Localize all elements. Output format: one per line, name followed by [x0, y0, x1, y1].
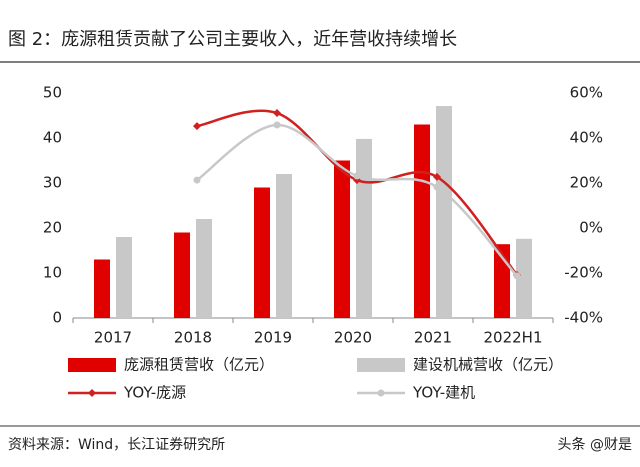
bar	[334, 160, 350, 318]
y2-tick-label: -40%	[564, 309, 603, 327]
y2-tick-label: 0%	[579, 219, 603, 237]
y2-tick-label: 20%	[570, 174, 603, 192]
y-tick-label: 20	[43, 219, 62, 237]
x-tick-label: 2022H1	[484, 329, 543, 347]
legend-label: YOY-建机	[412, 384, 475, 402]
y-tick-label: 0	[52, 309, 62, 327]
source: 资料来源：Wind，长江证券研究所	[8, 437, 225, 453]
legend-marker	[88, 389, 96, 397]
y-tick-label: 40	[43, 129, 62, 147]
marker	[193, 122, 201, 131]
marker	[433, 183, 441, 191]
bar	[276, 174, 292, 318]
x-tick-label: 2018	[174, 329, 212, 347]
bar	[516, 238, 532, 318]
marker	[433, 172, 441, 181]
y2-tick-label: 40%	[570, 129, 603, 147]
legend-label: YOY-庞源	[123, 384, 186, 402]
x-tick-label: 2020	[334, 329, 372, 347]
y2-tick-label: 60%	[570, 84, 603, 102]
legend-marker	[377, 389, 385, 397]
legend-label: 建设机械营收（亿元）	[413, 356, 563, 374]
bar	[116, 237, 132, 318]
bar	[436, 106, 452, 318]
x-tick-label: 2017	[94, 329, 132, 347]
legend-swatch	[357, 358, 405, 372]
chart-title: 图 2：庞源租赁贡献了公司主要收入，近年营收持续增长	[8, 29, 457, 50]
x-tick-label: 2019	[254, 329, 292, 347]
legend-label: 庞源租赁营收（亿元）	[124, 356, 274, 374]
marker	[513, 272, 521, 280]
marker	[353, 172, 361, 180]
bar	[174, 232, 190, 318]
y-tick-label: 30	[43, 174, 62, 192]
legend-swatch	[68, 358, 116, 372]
bar	[356, 138, 372, 318]
marker	[193, 176, 201, 184]
bar	[196, 219, 212, 318]
watermark: 头条 @财是	[558, 436, 632, 453]
bar	[94, 259, 110, 318]
bar	[414, 124, 430, 318]
marker	[273, 121, 281, 129]
y-tick-label: 10	[43, 264, 62, 282]
marker	[273, 109, 281, 118]
x-tick-label: 2021	[414, 329, 452, 347]
bar	[254, 187, 270, 318]
y2-tick-label: -20%	[564, 264, 603, 282]
y-tick-label: 50	[43, 84, 62, 102]
